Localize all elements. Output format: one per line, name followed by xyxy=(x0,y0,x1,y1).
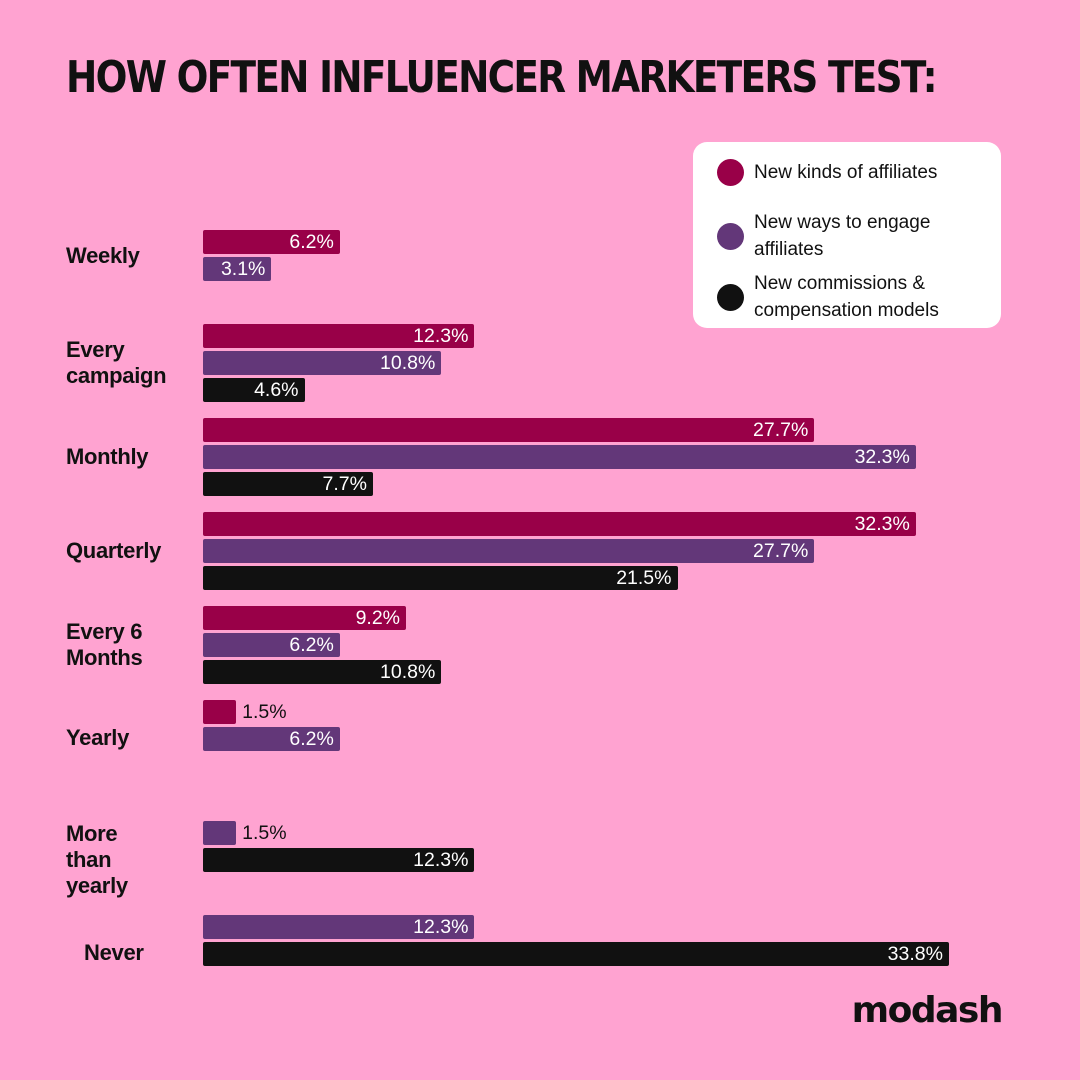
legend-swatch-new-ways xyxy=(717,222,744,250)
legend-swatch-new-kinds xyxy=(717,159,744,186)
bar-value-label: 10.8% xyxy=(380,352,436,374)
chart-title: HOW OFTEN INFLUENCER MARKETERS TEST: xyxy=(66,52,938,103)
bar-value-label: 1.5% xyxy=(242,701,287,723)
bar-value-label: 33.8% xyxy=(887,943,943,965)
bar-value-label: 4.6% xyxy=(254,379,299,401)
bar-value-label: 6.2% xyxy=(289,634,334,656)
category-label-yearly: Yearly xyxy=(66,724,130,750)
bar-value-label: 7.7% xyxy=(322,473,367,495)
brand-logo: modash xyxy=(851,990,1004,1031)
legend-item-new-ways: New ways to engage affiliates xyxy=(717,209,984,263)
bar-quarterly-series-1 xyxy=(203,512,916,536)
bar-value-label: 3.1% xyxy=(220,258,266,280)
bar-value-label: 10.8% xyxy=(380,661,436,683)
category-label-every-campaign: Every campaign xyxy=(66,337,167,388)
bar-every-6-months-series-1 xyxy=(203,606,407,630)
bar-value-label: 6.2% xyxy=(289,231,334,253)
legend: New kinds of affiliates New ways to enga… xyxy=(693,142,1001,328)
bar-value-label: 12.3% xyxy=(413,916,469,938)
bar-value-label: 6.2% xyxy=(289,728,334,750)
bar-every-campaign-series-3 xyxy=(203,378,305,402)
bar-weekly-series-1 xyxy=(203,230,340,254)
category-label-quarterly: Quarterly xyxy=(66,538,162,563)
bar-value-label: 32.3% xyxy=(854,513,910,535)
legend-label-new-kinds: New kinds of affiliates xyxy=(754,162,938,183)
bar-value-label: 27.7% xyxy=(753,419,809,441)
legend-label-new-commissions: New commissions & compensation models xyxy=(754,273,939,321)
bar-value-label: 21.5% xyxy=(616,567,672,589)
legend-label-new-ways: New ways to engage affiliates xyxy=(754,212,931,260)
legend-swatch-new-commissions xyxy=(717,283,744,311)
category-label-every-6-months: Every 6 Months xyxy=(66,619,143,670)
bar-every-campaign-series-1 xyxy=(203,324,475,348)
bar-never-series-2 xyxy=(203,915,475,939)
bar-value-label: 27.7% xyxy=(753,540,809,562)
bar-more-than-yearly-series-3 xyxy=(203,848,475,872)
bar-never-series-3 xyxy=(203,942,949,966)
category-label-monthly: Monthly xyxy=(66,444,149,469)
bar-value-label: 1.5% xyxy=(242,822,287,844)
category-label-weekly: Weekly xyxy=(66,242,140,268)
bar-every-campaign-series-2 xyxy=(203,351,442,375)
bar-value-label: 9.2% xyxy=(355,607,401,629)
bar-yearly-series-2 xyxy=(203,727,340,751)
bar-value-label: 32.3% xyxy=(854,446,910,468)
bar-monthly-series-3 xyxy=(203,472,373,496)
bar-quarterly-series-3 xyxy=(203,566,678,590)
bar-every-6-months-series-3 xyxy=(203,660,442,684)
bar-value-label: 12.3% xyxy=(413,325,469,347)
category-label-more-than-yearly: More than yearly xyxy=(66,820,128,898)
bar-yearly-series-1 xyxy=(203,700,237,724)
bar-weekly-series-2 xyxy=(203,257,272,281)
category-label-never: Never xyxy=(84,939,144,965)
bar-quarterly-series-2 xyxy=(203,539,815,563)
bar-more-than-yearly-series-2 xyxy=(203,821,237,845)
bar-monthly-series-2 xyxy=(203,445,916,469)
bar-monthly-series-1 xyxy=(203,418,815,442)
legend-item-new-commissions: New commissions & compensation models xyxy=(717,270,984,324)
legend-item-new-kinds: New kinds of affiliates xyxy=(717,159,984,186)
bar-every-6-months-series-2 xyxy=(203,633,340,657)
bar-value-label: 12.3% xyxy=(413,849,469,871)
